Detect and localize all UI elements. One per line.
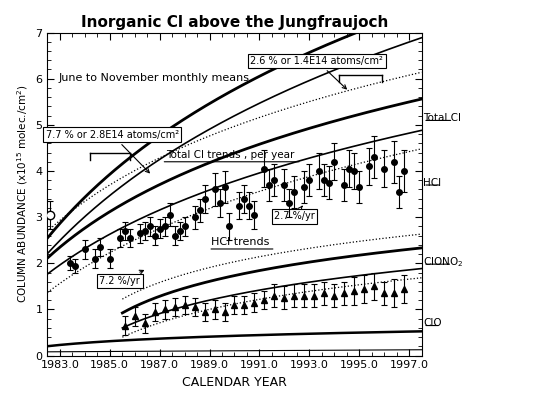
Text: HCl trends: HCl trends bbox=[211, 238, 270, 247]
X-axis label: CALENDAR YEAR: CALENDAR YEAR bbox=[182, 376, 287, 389]
Text: 2.7 %/yr: 2.7 %/yr bbox=[274, 206, 315, 221]
Text: June to November monthly means: June to November monthly means bbox=[58, 73, 250, 83]
Text: ClO: ClO bbox=[423, 318, 442, 328]
Text: 7.7 % or 2.8E14 atoms/cm²: 7.7 % or 2.8E14 atoms/cm² bbox=[46, 130, 179, 173]
Text: 7.2 %/yr: 7.2 %/yr bbox=[100, 270, 144, 286]
Text: HCl: HCl bbox=[423, 178, 441, 188]
Title: Inorganic Cl above the Jungfraujoch: Inorganic Cl above the Jungfraujoch bbox=[81, 15, 388, 30]
Text: ClONO$_2$: ClONO$_2$ bbox=[423, 255, 463, 269]
Text: Total Cl trends , per year: Total Cl trends , per year bbox=[167, 150, 295, 160]
Y-axis label: COLUMN ABUNDANCE (x10$^{15}$ molec./cm$^2$): COLUMN ABUNDANCE (x10$^{15}$ molec./cm$^… bbox=[15, 85, 30, 303]
Text: Total Cl: Total Cl bbox=[423, 113, 461, 123]
Text: 2.6 % or 1.4E14 atoms/cm²: 2.6 % or 1.4E14 atoms/cm² bbox=[250, 56, 383, 89]
